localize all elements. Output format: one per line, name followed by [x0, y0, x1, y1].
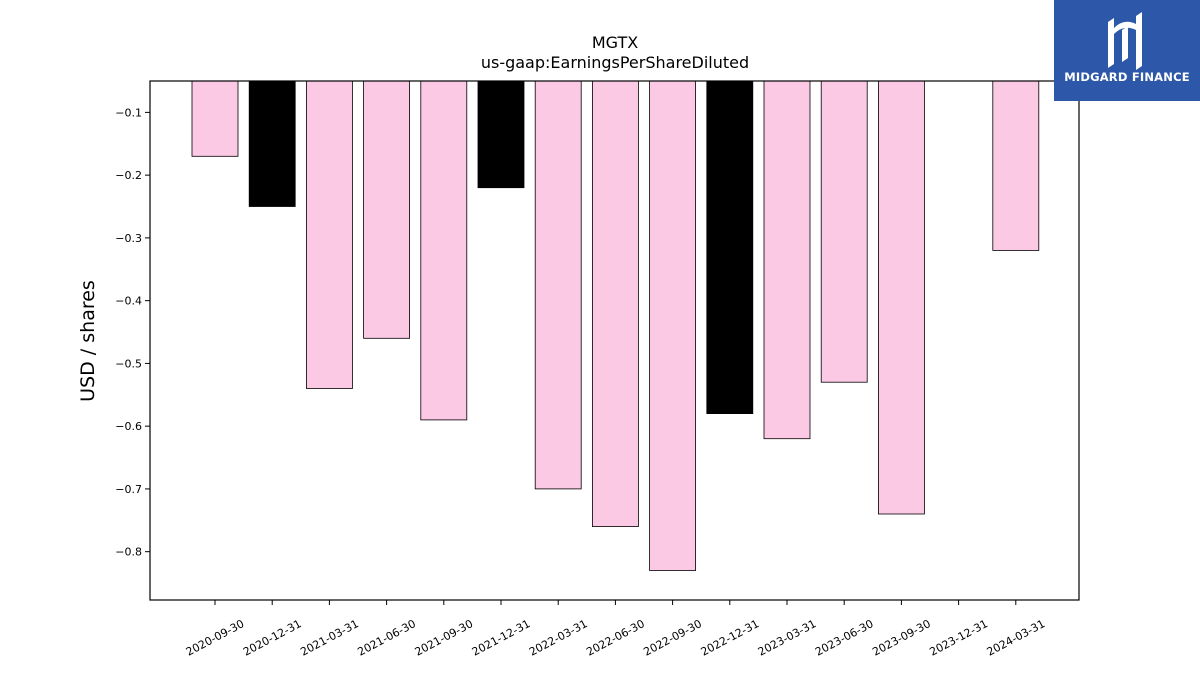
chart-subtitle: us-gaap:EarningsPerShareDiluted: [481, 53, 749, 72]
x-tick-label: 2023-03-31: [756, 617, 819, 658]
x-tick-label: 2021-03-31: [298, 617, 361, 658]
x-tick-label: 2021-12-31: [470, 617, 533, 658]
x-tick-label: 2024-03-31: [985, 617, 1048, 658]
y-tick-label: −0.6: [115, 420, 142, 433]
y-ticks-group: −0.1 −0.2 −0.3 −0.4 −0.5 −0.6 −0.7 −0.8: [115, 106, 150, 559]
bar-2022-12-31: [706, 80, 754, 415]
x-tick-label: 2023-09-30: [870, 617, 933, 658]
bar-2022-09-30: [649, 80, 696, 571]
bar-2024-03-31: [992, 80, 1040, 251]
y-tick-label: −0.5: [115, 357, 142, 370]
x-tick-label: 2020-09-30: [184, 617, 247, 658]
logo-text: MIDGARD FINANCE: [1064, 70, 1190, 84]
chart-title: MGTX: [592, 33, 638, 52]
x-ticks-group: 2020-09-302020-12-312021-03-312021-06-30…: [184, 600, 1047, 659]
midgard-finance-logo: MIDGARD FINANCE: [1054, 0, 1200, 101]
bar-2022-03-31: [534, 80, 582, 490]
bar-2022-06-30: [592, 80, 639, 528]
bars-group: [191, 80, 1040, 571]
bar-2020-12-31: [248, 80, 296, 207]
y-tick-label: −0.8: [115, 546, 142, 559]
x-tick-label: 2022-09-30: [641, 617, 704, 658]
bar-2021-12-31: [477, 80, 525, 189]
bar-2023-03-31: [763, 80, 811, 440]
y-tick-label: −0.7: [115, 483, 142, 496]
x-tick-label: 2023-12-31: [927, 617, 990, 658]
bar-2021-03-31: [305, 80, 353, 389]
x-tick-label: 2023-06-30: [813, 617, 876, 658]
logo-mark-icon: [1108, 12, 1142, 70]
x-tick-label: 2021-09-30: [413, 617, 476, 658]
bar-2023-06-30: [820, 80, 868, 383]
bar-2020-09-30: [191, 80, 239, 157]
y-tick-label: −0.1: [115, 106, 142, 119]
y-tick-label: −0.2: [115, 169, 142, 182]
plot-frame: [149, 80, 1080, 601]
bar-2021-09-30: [420, 80, 468, 421]
x-tick-label: 2022-12-31: [699, 617, 762, 658]
x-tick-label: 2021-06-30: [355, 617, 418, 658]
x-tick-label: 2022-06-30: [584, 617, 647, 658]
x-tick-label: 2020-12-31: [241, 617, 304, 658]
y-axis-label: USD / shares: [77, 280, 99, 402]
bar-2023-09-30: [878, 80, 925, 515]
x-tick-label: 2022-03-31: [527, 617, 590, 658]
bar-2021-06-30: [363, 80, 411, 339]
y-tick-label: −0.3: [115, 232, 142, 245]
y-tick-label: −0.4: [115, 295, 142, 308]
